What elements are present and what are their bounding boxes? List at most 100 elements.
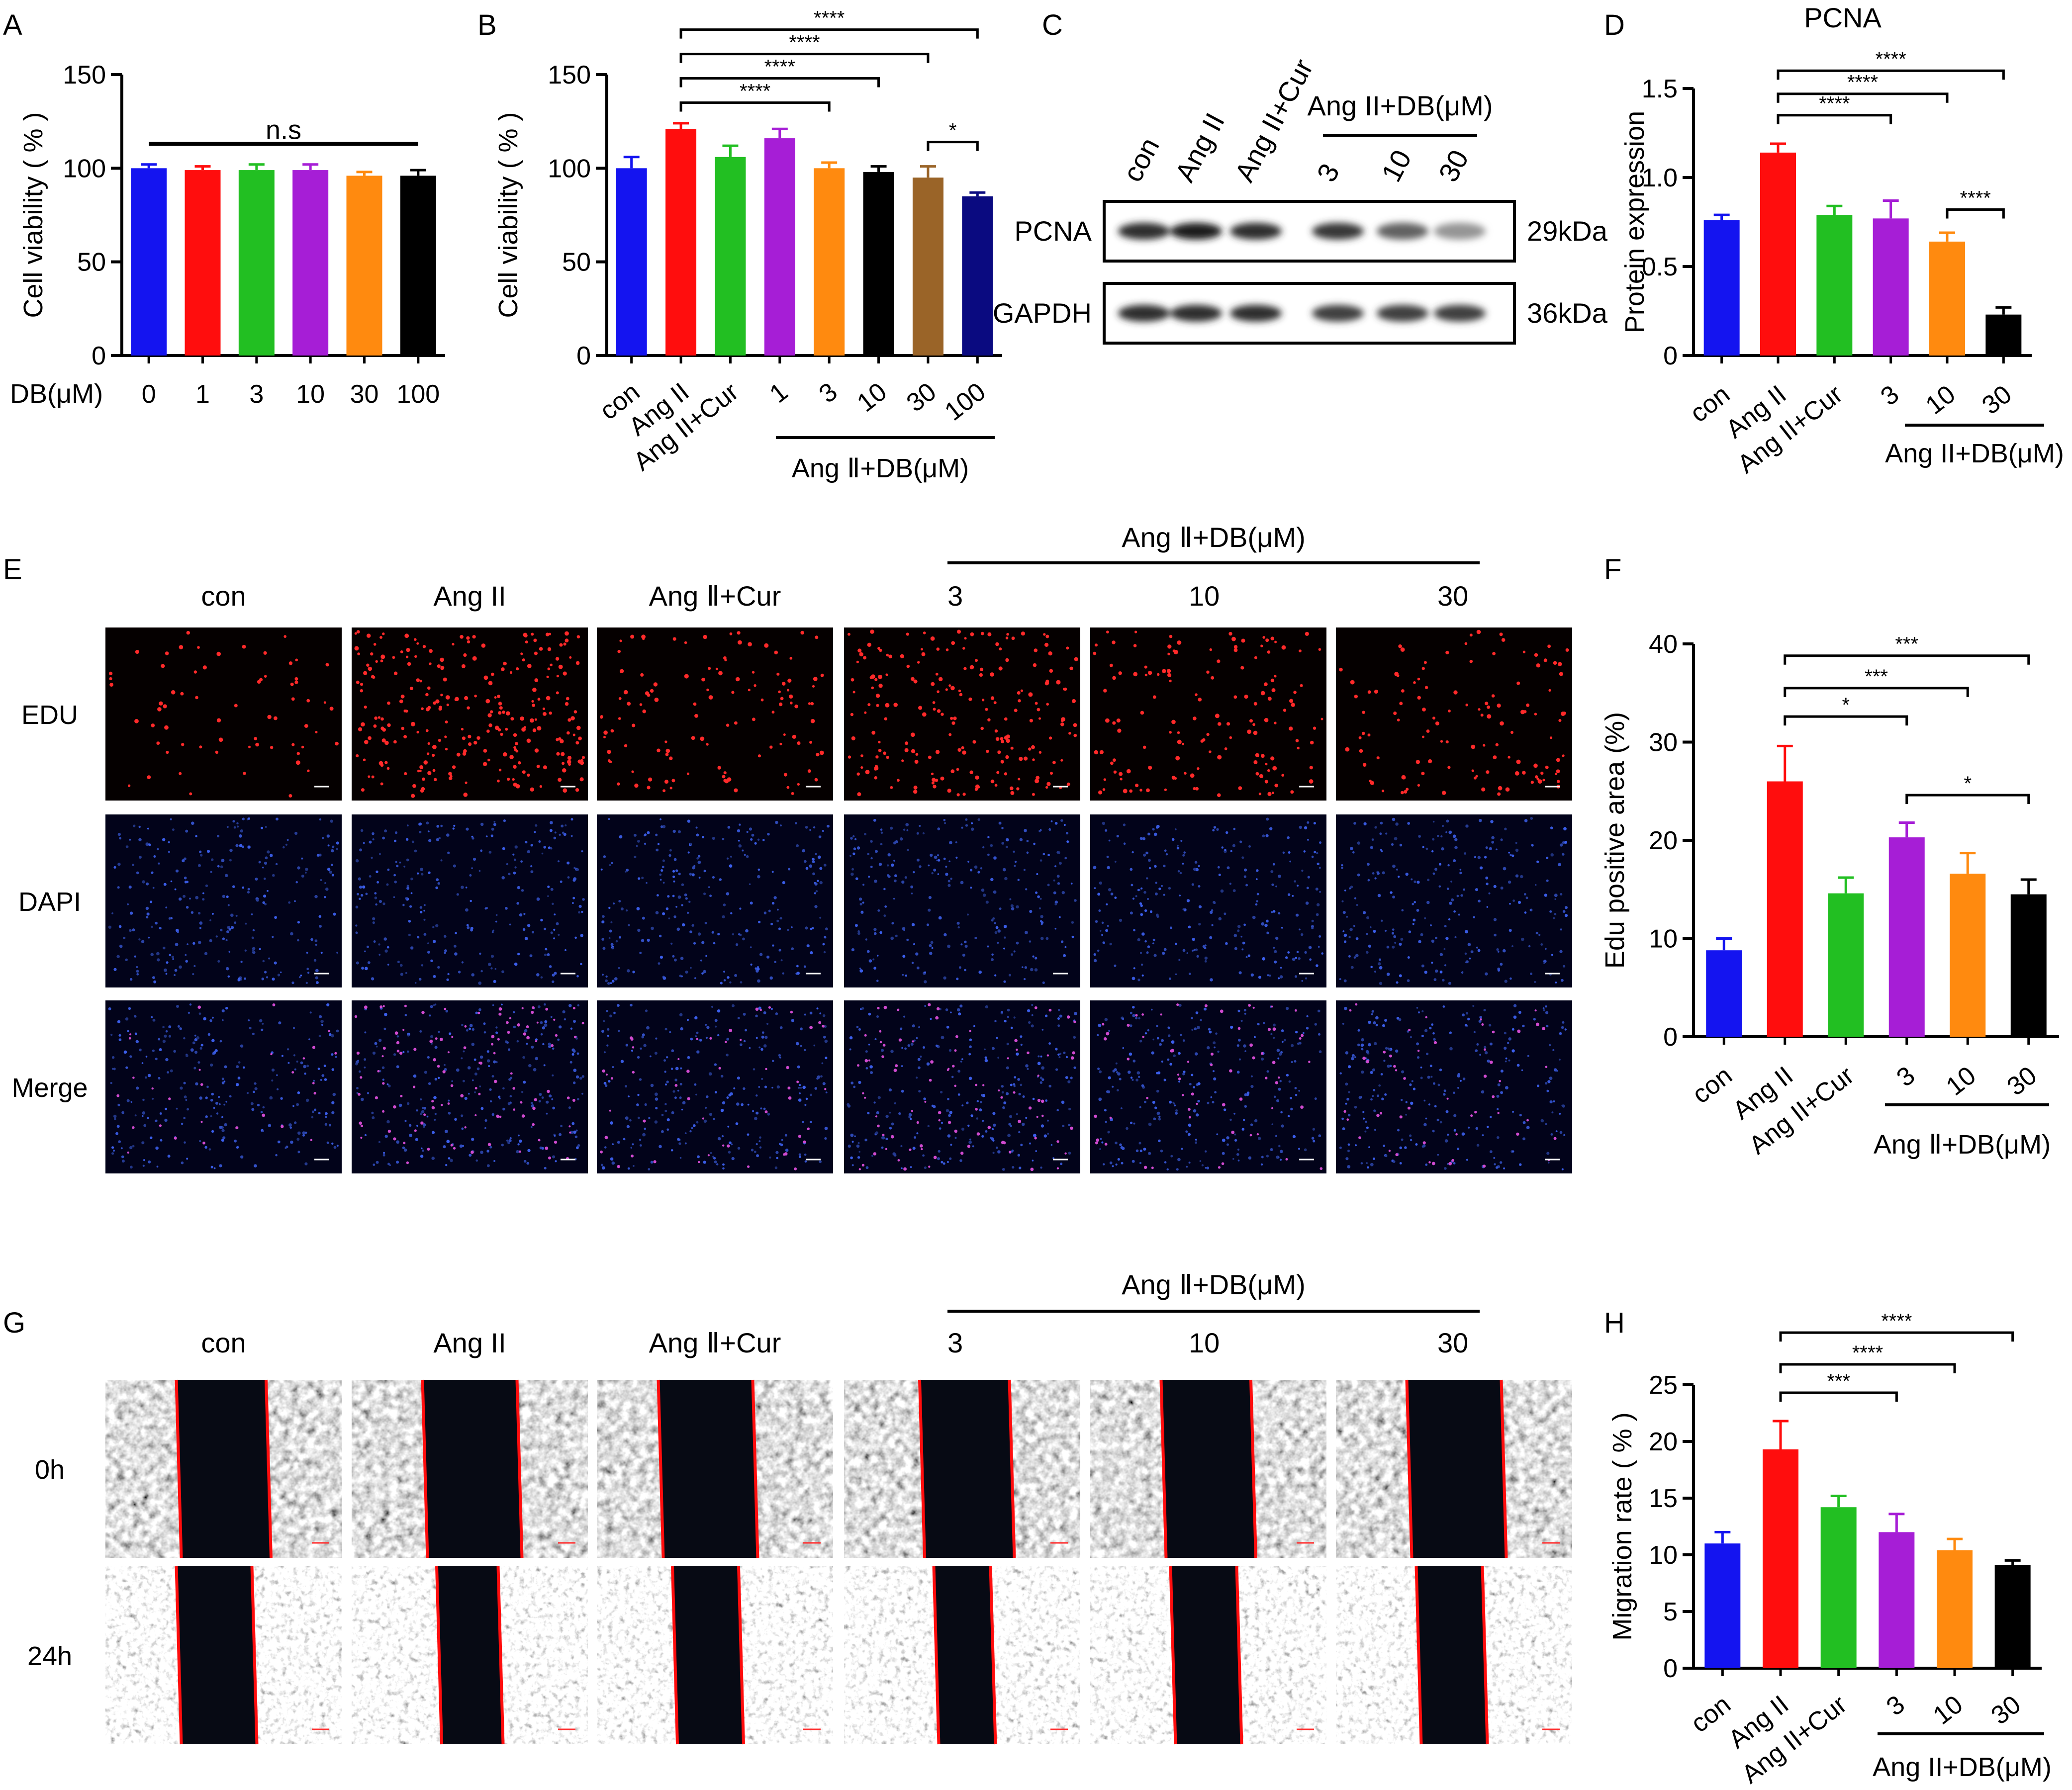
nucleus-dot (414, 982, 417, 984)
nucleus-dot (723, 979, 726, 982)
nucleus-dot (264, 861, 268, 865)
edu-positive-dot (610, 1077, 613, 1080)
nucleus-dot (333, 1146, 337, 1149)
nucleus-dot (1056, 851, 1059, 854)
nucleus-dot (676, 927, 680, 931)
nucleus-dot (1068, 1152, 1071, 1155)
nucleus-dot (977, 818, 980, 821)
wound-edge-left (918, 1379, 926, 1558)
nucleus-dot (703, 1161, 706, 1164)
edu-image (352, 1000, 588, 1173)
nucleus-dot (159, 927, 162, 930)
nucleus-dot (438, 837, 441, 839)
edu-positive-dot (1547, 644, 1551, 648)
nucleus-dot (1195, 1141, 1198, 1144)
nucleus-dot (1493, 918, 1497, 921)
nucleus-dot (118, 1140, 121, 1144)
bar (1704, 1543, 1741, 1668)
nucleus-dot (662, 825, 666, 828)
nucleus-dot (1156, 915, 1159, 918)
nucleus-dot (296, 1103, 299, 1106)
nucleus-dot (1207, 1046, 1210, 1050)
nucleus-dot (926, 1062, 930, 1066)
nucleus-dot (714, 1019, 718, 1022)
nucleus-dot (1132, 1006, 1135, 1009)
edu-positive-dot (1173, 649, 1178, 654)
edu-positive-dot (864, 711, 867, 714)
edu-positive-dot (911, 1110, 913, 1112)
nucleus-dot (163, 883, 167, 886)
edu-positive-dot (157, 707, 162, 712)
wound-gap (422, 1380, 522, 1558)
nucleus-dot (272, 978, 275, 981)
nucleus-dot (1163, 948, 1167, 951)
nucleus-dot (1205, 1150, 1207, 1153)
edu-positive-dot (525, 640, 528, 644)
edu-positive-dot (543, 712, 547, 716)
edu-positive-dot (464, 1126, 467, 1129)
nucleus-dot (1237, 925, 1241, 928)
edu-positive-dot (970, 632, 974, 636)
nucleus-dot (1238, 971, 1242, 975)
nucleus-dot (1366, 932, 1369, 935)
edu-positive-dot (382, 1082, 385, 1085)
nucleus-dot (810, 927, 813, 930)
edu-positive-dot (810, 718, 815, 723)
nucleus-dot (604, 1146, 607, 1149)
edu-positive-dot (1095, 1141, 1098, 1145)
nucleus-dot (802, 849, 805, 853)
nucleus-dot (1465, 961, 1468, 964)
nucleus-dot (218, 1103, 221, 1105)
nucleus-dot (873, 928, 877, 931)
nucleus-dot (573, 1130, 576, 1134)
nucleus-dot (1016, 1052, 1019, 1056)
nucleus-dot (181, 1122, 184, 1125)
edu-positive-dot (445, 748, 448, 751)
significance-label: **** (789, 32, 820, 54)
edu-positive-dot (760, 698, 764, 702)
nucleus-dot (516, 1150, 519, 1154)
edu-positive-dot (1034, 648, 1038, 652)
nucleus-dot (240, 829, 243, 833)
nucleus-dot (376, 1045, 378, 1048)
edu-positive-dot (502, 711, 505, 714)
edu-positive-dot (1305, 631, 1309, 636)
nucleus-dot (313, 1079, 315, 1082)
edu-positive-dot (807, 1127, 810, 1130)
nucleus-dot (791, 1019, 794, 1022)
edu-positive-dot (1428, 759, 1432, 764)
nucleus-dot (570, 818, 573, 821)
nucleus-dot (1244, 1012, 1246, 1015)
nucleus-dot (1168, 977, 1171, 980)
edu-positive-dot (467, 706, 470, 710)
nucleus-dot (443, 1145, 446, 1149)
edu-positive-dot (431, 1100, 434, 1103)
nucleus-dot (461, 1127, 464, 1130)
nucleus-dot (995, 926, 999, 929)
nucleus-dot (1114, 861, 1117, 863)
nucleus-dot (936, 859, 939, 862)
nucleus-dot (436, 838, 439, 841)
nucleus-dot (536, 897, 540, 901)
nucleus-dot (1031, 1004, 1034, 1006)
wound-gap (1161, 1380, 1256, 1558)
nucleus-dot (1011, 1151, 1013, 1153)
edu-positive-dot (1099, 750, 1104, 754)
nucleus-dot (230, 913, 234, 917)
nucleus-dot (931, 872, 934, 875)
edu-positive-dot (1255, 772, 1259, 776)
nucleus-dot (1186, 952, 1189, 954)
nucleus-dot (1020, 1044, 1023, 1046)
nucleus-dot (1152, 942, 1154, 945)
edu-positive-dot (384, 740, 389, 745)
nucleus-dot (431, 1043, 433, 1045)
nucleus-dot (294, 1068, 296, 1071)
edu-positive-dot (382, 1005, 385, 1007)
nucleus-dot (410, 877, 413, 881)
nucleus-dot (1243, 923, 1246, 926)
nucleus-dot (449, 1032, 452, 1035)
edu-image (597, 814, 833, 987)
nucleus-dot (1014, 865, 1016, 867)
nucleus-dot (1350, 886, 1353, 889)
nucleus-dot (648, 1117, 651, 1119)
